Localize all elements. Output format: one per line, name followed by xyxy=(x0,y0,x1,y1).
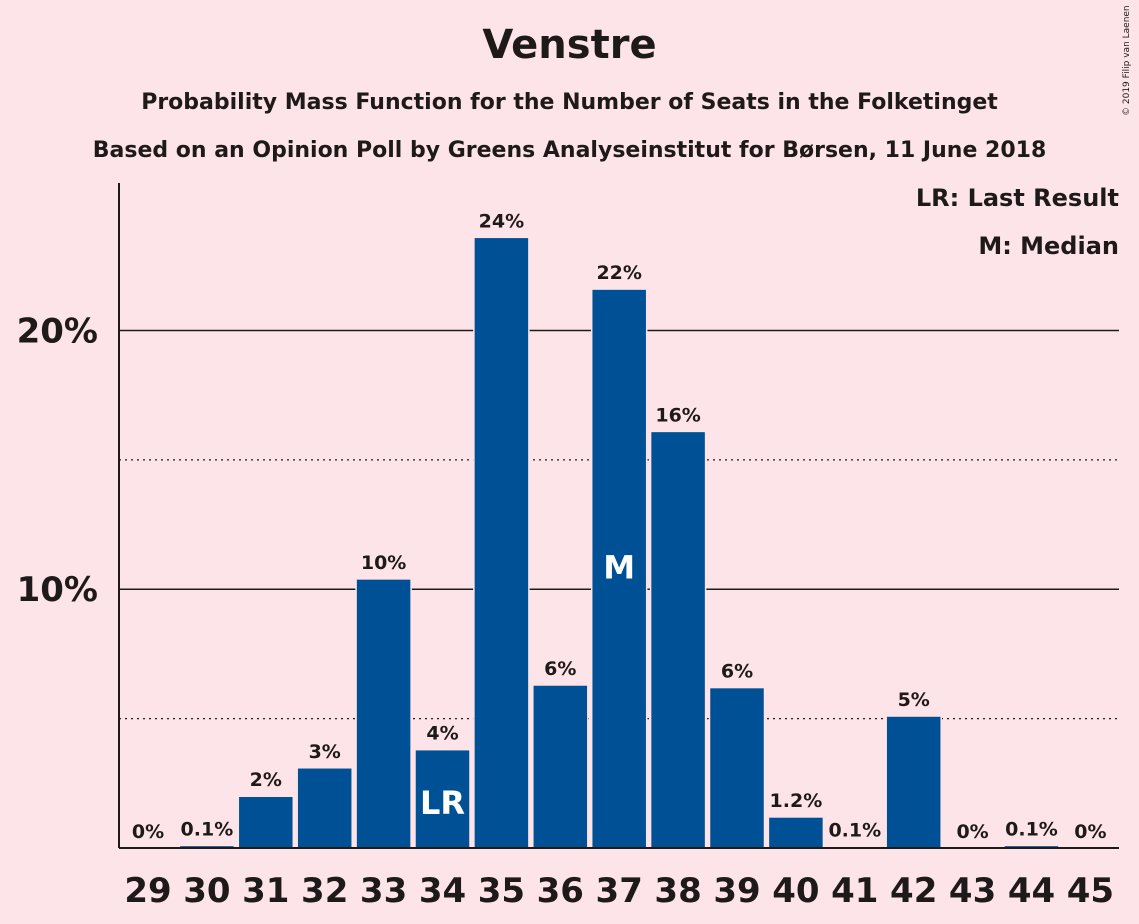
data-label: 0% xyxy=(1074,821,1106,843)
data-label: 0% xyxy=(132,821,164,843)
chart-title: Venstre xyxy=(482,22,657,68)
bar xyxy=(532,684,589,849)
x-tick-label: 29 xyxy=(124,871,171,911)
data-label: 2% xyxy=(250,769,282,791)
bar xyxy=(590,288,648,849)
data-label: 0.1% xyxy=(181,818,234,840)
bar xyxy=(355,578,412,849)
x-tick-label: 39 xyxy=(713,871,760,911)
x-tick-label: 38 xyxy=(654,871,701,911)
data-label: 6% xyxy=(721,661,753,683)
x-tick-label: 40 xyxy=(772,871,819,911)
data-label: 10% xyxy=(361,552,406,574)
x-tick-label: 44 xyxy=(1008,871,1055,911)
x-tick-label: 36 xyxy=(537,871,584,911)
data-label: 4% xyxy=(426,723,458,745)
data-label: 22% xyxy=(596,262,641,284)
x-tick-label: 43 xyxy=(949,871,996,911)
data-label: 0.1% xyxy=(1005,818,1058,840)
copyright-note: © 2019 Filip van Laenen xyxy=(1122,6,1132,116)
legend-last-result: LR: Last Result xyxy=(915,184,1119,212)
median-marker: M xyxy=(603,549,635,587)
chart-source-line: Based on an Opinion Poll by Greens Analy… xyxy=(92,138,1047,163)
x-tick-label: 35 xyxy=(478,871,525,911)
x-tick-label: 45 xyxy=(1067,871,1114,911)
data-label: 5% xyxy=(898,689,930,711)
bar xyxy=(767,816,825,849)
x-tick-label: 32 xyxy=(301,871,348,911)
x-tick-label: 31 xyxy=(242,871,289,911)
bar xyxy=(649,430,707,849)
bar xyxy=(473,236,530,849)
bar xyxy=(296,767,353,849)
x-tick-label: 30 xyxy=(183,871,230,911)
data-label: 24% xyxy=(479,210,524,232)
legend-median: M: Median xyxy=(978,232,1119,260)
bar xyxy=(885,715,942,849)
copyright-text: © 2019 Filip van Laenen xyxy=(1122,6,1132,116)
data-label: 1.2% xyxy=(770,790,823,812)
x-tick-label: 37 xyxy=(596,871,643,911)
x-tick-label: 42 xyxy=(890,871,937,911)
bar xyxy=(237,795,295,849)
data-label: 3% xyxy=(309,741,341,763)
data-label: 16% xyxy=(655,404,700,426)
y-tick-label: 20% xyxy=(17,311,98,351)
data-label: 0.1% xyxy=(828,820,881,842)
data-label: 6% xyxy=(544,658,576,680)
last-result-marker: LR xyxy=(420,784,465,822)
chart-subtitle: Probability Mass Function for the Number… xyxy=(141,90,998,115)
x-tick-label: 41 xyxy=(831,871,878,911)
x-tick-label: 33 xyxy=(360,871,407,911)
x-tick-label: 34 xyxy=(419,871,466,911)
data-label: 0% xyxy=(956,821,988,843)
y-tick-label: 10% xyxy=(17,570,98,610)
bar xyxy=(414,748,471,849)
bar xyxy=(708,686,766,849)
